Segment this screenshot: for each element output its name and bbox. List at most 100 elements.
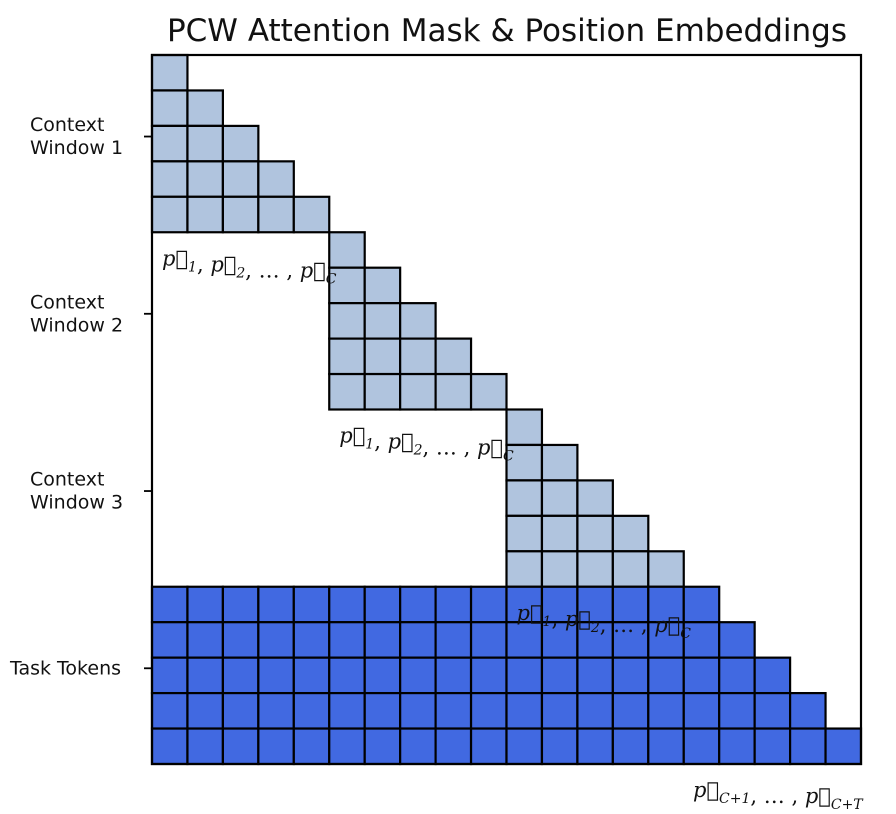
- context-window-2-label-line: Window 2: [30, 314, 123, 336]
- task-token-cell: [186, 585, 224, 624]
- task-token-cell: [647, 727, 685, 766]
- task-token-cell: [788, 727, 827, 766]
- task-token-positions: p⃗C+1, … , p⃗C+T: [693, 778, 864, 813]
- context-window-3-cell: [505, 550, 544, 588]
- context-window-3-cell: [505, 514, 544, 553]
- context-window-3-cell: [540, 443, 579, 482]
- context-window-3-label-line: Window 3: [30, 492, 123, 514]
- task-token-cell: [150, 691, 189, 730]
- task-token-cell: [718, 727, 756, 766]
- context-window-2-cell: [469, 372, 508, 411]
- task-token-cell: [221, 621, 260, 659]
- task-token-cell: [257, 621, 295, 659]
- context-window-1-label-line: Context: [30, 114, 104, 136]
- task-token-cell: [469, 585, 508, 624]
- diagram-title: PCW Attention Mask & Position Embeddings: [167, 13, 847, 49]
- mask-cells: [150, 53, 863, 766]
- context-window-2-label-line: Context: [30, 291, 104, 313]
- context-window-1-cell: [150, 195, 189, 234]
- svg-text:p⃗1, p⃗2, … , p⃗C: p⃗1, p⃗2, … , p⃗C: [162, 246, 337, 287]
- context-window-1-cell: [150, 89, 189, 127]
- task-token-cell: [753, 691, 792, 730]
- task-token-cell: [469, 621, 508, 659]
- task-token-cell: [328, 656, 366, 695]
- task-token-cell: [718, 656, 756, 695]
- task-token-cell: [292, 727, 331, 766]
- context-window-1-cell: [150, 53, 189, 92]
- context-window-1-cell: [186, 195, 224, 234]
- task-token-cell: [576, 691, 614, 730]
- task-token-cell: [399, 585, 437, 624]
- task-token-cell: [292, 621, 331, 659]
- context-window-2-cell: [399, 337, 437, 376]
- task-token-cell: [434, 691, 473, 730]
- context-window-1-cell: [150, 160, 189, 198]
- task-token-cell: [682, 585, 721, 624]
- context-window-2-positions: p⃗1, p⃗2, … , p⃗C: [339, 424, 514, 465]
- task-token-cell: [434, 727, 473, 766]
- task-token-cell: [363, 656, 402, 695]
- task-token-cell: [150, 621, 189, 659]
- task-tokens-label: Task Tokens: [9, 657, 121, 679]
- task-token-cell: [186, 656, 224, 695]
- context-window-3-label-line: Context: [30, 469, 104, 491]
- context-window-3-cell: [540, 514, 579, 553]
- context-window-1-cell: [257, 160, 295, 198]
- context-window-2-cell: [399, 302, 437, 340]
- task-token-cell: [469, 727, 508, 766]
- task-token-cell: [540, 691, 579, 730]
- task-token-cell: [399, 691, 437, 730]
- task-token-cell: [257, 585, 295, 624]
- task-token-cell: [434, 656, 473, 695]
- context-window-1-positions: p⃗1, p⃗2, … , p⃗C: [162, 246, 337, 287]
- task-token-cell: [328, 621, 366, 659]
- context-window-1-cell: [186, 89, 224, 127]
- task-token-cell: [682, 691, 721, 730]
- task-token-cell: [505, 621, 544, 659]
- task-token-cell: [540, 727, 579, 766]
- context-window-1-cell: [221, 160, 260, 198]
- context-window-3-cell: [540, 550, 579, 588]
- task-token-cell: [221, 727, 260, 766]
- context-window-2-cell: [399, 372, 437, 411]
- context-window-3-cell: [505, 479, 544, 517]
- context-window-1-cell: [292, 195, 331, 234]
- context-window-2-cell: [328, 231, 366, 269]
- task-token-cell: [611, 727, 650, 766]
- task-token-cell: [540, 621, 579, 659]
- task-token-cell: [469, 691, 508, 730]
- task-token-cell: [611, 691, 650, 730]
- task-token-cell: [328, 585, 366, 624]
- task-token-cell: [647, 691, 685, 730]
- context-window-3-cell: [611, 550, 650, 588]
- task-token-cell: [150, 727, 189, 766]
- context-window-2-cell: [363, 372, 402, 411]
- task-token-cell: [505, 727, 544, 766]
- context-window-3-cell: [647, 550, 685, 588]
- position-labels: p⃗1, p⃗2, … , p⃗C p⃗1, p⃗2, … , p⃗C p⃗1, p…: [162, 246, 864, 813]
- task-token-cell: [540, 656, 579, 695]
- task-token-cell: [328, 727, 366, 766]
- task-token-cell: [292, 585, 331, 624]
- task-token-cell: [328, 691, 366, 730]
- task-token-cell: [469, 656, 508, 695]
- task-token-cell: [186, 621, 224, 659]
- context-window-3-cell: [576, 550, 614, 588]
- task-token-cell: [221, 691, 260, 730]
- task-token-cell: [647, 656, 685, 695]
- context-window-3-positions: p⃗1, p⃗2, … , p⃗C: [517, 601, 692, 642]
- context-window-1-cell: [257, 195, 295, 234]
- task-token-cell: [292, 691, 331, 730]
- context-window-1-cell: [186, 160, 224, 198]
- task-token-cell: [824, 727, 863, 766]
- task-token-cell: [399, 656, 437, 695]
- context-window-2-cell: [328, 302, 366, 340]
- task-token-cell: [434, 585, 473, 624]
- task-token-cell: [399, 621, 437, 659]
- context-window-3-cell: [540, 479, 579, 517]
- context-window-2-cell: [363, 337, 402, 376]
- task-token-cell: [434, 621, 473, 659]
- context-window-3-cell: [611, 514, 650, 553]
